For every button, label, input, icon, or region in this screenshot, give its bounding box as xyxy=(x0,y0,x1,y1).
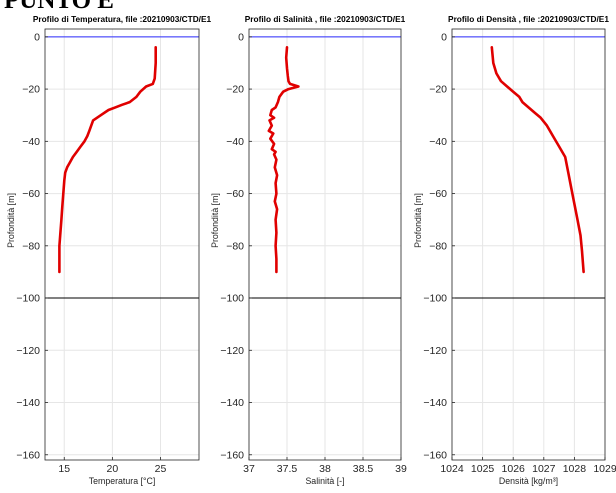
x-tick-label: 20 xyxy=(107,463,119,475)
y-tick-label: −140 xyxy=(220,397,244,409)
x-tick-label: 1027 xyxy=(532,463,556,475)
y-tick-label: −120 xyxy=(423,345,447,357)
plot-area xyxy=(452,29,605,460)
y-tick-label: −60 xyxy=(22,188,40,200)
data-line xyxy=(490,45,585,274)
y-tick-label: −60 xyxy=(226,188,244,200)
y-tick-label: −80 xyxy=(429,240,447,252)
y-axis-label: Profondità [m] xyxy=(6,193,16,248)
y-tick-label: −80 xyxy=(22,240,40,252)
plot-area xyxy=(45,29,199,460)
y-tick-label: −100 xyxy=(220,293,244,305)
chart-salinity: 37 37.5 38 38.5 39 0 −20 −40 −60 −80 −100 −120 −140 −… xyxy=(210,14,407,486)
x-axis-label: Densità [kg/m³] xyxy=(499,476,558,486)
x-tick-label: 1028 xyxy=(563,463,587,475)
y-tick-label: −20 xyxy=(226,84,244,96)
x-tick-label: 37.5 xyxy=(277,463,298,475)
y-axis-label: Profondità [m] xyxy=(210,193,220,248)
y-tick-label: −40 xyxy=(429,136,447,148)
y-tick-label: −100 xyxy=(16,293,40,305)
y-axis-label: Profondità [m] xyxy=(413,193,423,248)
x-tick-label: 39 xyxy=(395,463,407,475)
chart-title: Profilo di Temperatura, file :20210903/C… xyxy=(33,14,212,24)
y-tick-label: −140 xyxy=(16,397,40,409)
chart-title: Profilo di Densità , file :20210903/CTD/… xyxy=(448,14,609,24)
y-tick-label: −120 xyxy=(16,345,40,357)
chart-title: Profilo di Salinità , file :20210903/CTD… xyxy=(245,14,406,24)
y-tick-label: 0 xyxy=(238,31,244,43)
data-line xyxy=(58,45,157,274)
chart-density: 1024 1025 1026 1027 1028 1029 0 −20 −40 −60 −80 −10… xyxy=(413,14,616,486)
x-axis-label: Salinità [-] xyxy=(305,476,344,486)
axes-box xyxy=(44,28,200,461)
chart-temperature: 15 20 25 0 −20 −40 −60 −80 −100 −120 −140 −160 Profi… xyxy=(6,14,212,486)
y-tick-label: −20 xyxy=(22,84,40,96)
axes-box xyxy=(451,28,606,461)
x-tick-label: 37 xyxy=(243,463,255,475)
x-tick-label: 1025 xyxy=(471,463,495,475)
x-tick-label: 1029 xyxy=(593,463,616,475)
y-tick-label: −40 xyxy=(22,136,40,148)
y-tick-label: −160 xyxy=(423,449,447,461)
y-tick-label: −80 xyxy=(226,240,244,252)
x-tick-label: 25 xyxy=(155,463,167,475)
x-tick-label: 1026 xyxy=(502,463,526,475)
y-tick-label: 0 xyxy=(441,31,447,43)
y-tick-label: −100 xyxy=(423,293,447,305)
y-tick-label: −60 xyxy=(429,188,447,200)
x-tick-label: 38 xyxy=(319,463,331,475)
y-tick-label: 0 xyxy=(34,31,40,43)
y-tick-label: −20 xyxy=(429,84,447,96)
y-tick-label: −160 xyxy=(220,449,244,461)
page-title: PUNTO E xyxy=(4,0,114,14)
data-line xyxy=(267,45,300,274)
x-tick-label: 38.5 xyxy=(353,463,374,475)
y-tick-label: −160 xyxy=(16,449,40,461)
y-tick-label: −120 xyxy=(220,345,244,357)
x-axis-label: Temperatura [°C] xyxy=(89,476,156,486)
y-tick-label: −140 xyxy=(423,397,447,409)
y-tick-label: −40 xyxy=(226,136,244,148)
x-tick-label: 1024 xyxy=(440,463,464,475)
x-tick-label: 15 xyxy=(58,463,70,475)
